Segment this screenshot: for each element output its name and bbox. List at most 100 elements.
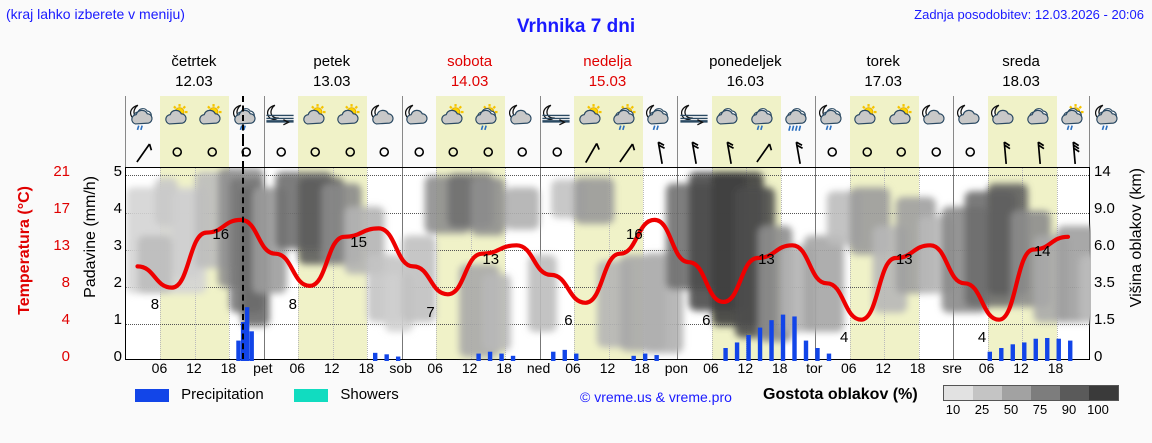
weather-icon-cell	[987, 98, 1021, 138]
x-tick-label: 06	[978, 360, 995, 376]
precipitation-bar	[746, 335, 751, 361]
copyright-link[interactable]: © vreme.us & vreme.pro	[580, 389, 732, 405]
wind-barb-icon	[1037, 141, 1045, 165]
day-separator	[953, 96, 955, 140]
weather-icon-cell	[470, 98, 504, 138]
day-name: četrtek	[171, 53, 217, 70]
x-tick-label: 06	[840, 360, 857, 376]
vertical-gridline	[574, 168, 576, 359]
x-tick-label: 12	[461, 360, 478, 376]
wind-calm-icon	[965, 147, 976, 157]
daylight-band	[298, 140, 368, 167]
precipitation-bar	[574, 353, 579, 361]
moon-cloud-drizzle-icon	[646, 104, 670, 131]
cloudheight-tick: 1.5	[1094, 311, 1115, 329]
day-name: sreda	[1002, 53, 1040, 70]
weather-icon-cell	[1056, 98, 1090, 138]
x-tick-label: 06	[703, 360, 719, 376]
precipitation-bar	[244, 307, 250, 361]
day-separator	[401, 140, 403, 167]
wind-calm-icon	[483, 147, 493, 157]
wind-calm-icon	[379, 147, 390, 157]
location-hint: (kraj lahko izberete v meniju)	[6, 6, 185, 22]
weather-icon-cell	[1021, 98, 1055, 138]
precipitation-bar	[487, 351, 493, 361]
weather-icon-cell	[298, 98, 332, 138]
x-tick-label: 18	[909, 360, 926, 376]
weather-icon-cell	[160, 98, 194, 138]
x-tick-label: 06	[289, 360, 306, 376]
cloudheight-axis-ticks: 14 9.0 6.0 3.5 1.5 0	[1094, 163, 1138, 366]
x-tick-label: 18	[358, 360, 375, 376]
cloud-density-tick: 75	[1032, 402, 1048, 417]
weather-icon-cell	[746, 98, 780, 138]
x-tick-label: ned	[526, 360, 551, 376]
temperature-label-max: 13	[758, 251, 775, 269]
sun-cloud-icon	[888, 104, 912, 125]
legend-item-showers: Showers	[294, 386, 399, 403]
precipitation-bar	[826, 353, 832, 361]
temperature-label-max: 13	[482, 251, 500, 269]
day-header-1: četrtek 12.03	[125, 52, 263, 92]
weather-icon-cell	[435, 98, 469, 138]
moon-fog-icon	[266, 104, 294, 126]
vertical-gridline	[436, 168, 438, 359]
cloud-density-tick: 50	[1003, 402, 1019, 417]
day-date: 17.03	[864, 73, 902, 90]
day-date: 12.03	[175, 73, 213, 90]
precipitation-swatch	[135, 388, 169, 402]
precipitation-bar	[562, 349, 567, 361]
precipitation-bar	[999, 348, 1004, 361]
cloudheight-tick: 0	[1094, 348, 1103, 366]
x-tick-label: sre	[942, 360, 962, 376]
cloud-density-step	[1060, 386, 1089, 400]
x-tick-label: 18	[220, 360, 237, 376]
wind-calm-icon	[896, 147, 907, 157]
x-tick-label: 12	[186, 360, 202, 376]
day-separator	[401, 96, 403, 140]
precipitation-bar	[792, 316, 797, 361]
cloud-density-tick: 10	[945, 402, 961, 417]
moon-cloud-drizzle-icon	[232, 104, 256, 131]
day-date: 18.03	[1002, 73, 1040, 90]
weather-icon-cell	[367, 98, 401, 138]
precipitation-bar	[780, 314, 786, 361]
wind-calm-icon	[517, 147, 528, 157]
day-header-6: torek 17.03	[814, 52, 952, 92]
x-tick-label: 18	[496, 360, 512, 376]
cloud-density-field	[126, 168, 1091, 358]
x-tick-label: 06	[151, 360, 168, 376]
weather-icon-cell	[263, 98, 297, 138]
temperature-tick: 8	[61, 274, 70, 292]
temperature-tick: 17	[53, 199, 70, 217]
temperature-curve	[135, 217, 1071, 322]
day-header-2: petek 13.03	[263, 52, 401, 92]
precipitation-bar	[551, 351, 556, 361]
cloud-overcast-icon	[716, 108, 738, 125]
cloudheight-tick: 3.5	[1094, 274, 1115, 292]
weather-icon-cell	[125, 98, 159, 138]
x-tick-label: 18	[634, 360, 650, 376]
x-tick-label: 12	[875, 360, 891, 376]
cloudheight-tick: 14	[1094, 162, 1111, 180]
moon-cloud-icon	[508, 104, 532, 125]
weather-icon-cell	[711, 98, 745, 138]
wind-barb-icon	[795, 141, 803, 164]
wind-calm-icon	[827, 147, 838, 157]
precipitation-bar	[1010, 344, 1015, 361]
wind-barb-row	[125, 140, 1090, 167]
moon-cloud-drizzle-icon	[129, 104, 153, 131]
precipitation-bar	[1068, 340, 1073, 361]
weather-icon-cell	[539, 98, 573, 138]
precipitation-bar	[499, 353, 504, 361]
sun-cloud-icon	[440, 104, 464, 125]
day-name: petek	[313, 53, 351, 70]
legend-item-precipitation: Precipitation	[135, 386, 264, 403]
temperature-label-min: 8	[150, 295, 160, 313]
weather-icon-cell	[849, 98, 883, 138]
temperature-axis-ticks: 21 17 13 8 4 0	[24, 163, 70, 366]
wind-barb-icon	[756, 143, 773, 163]
weather-icon-cell	[332, 98, 366, 138]
sun-cloud-icon	[578, 104, 602, 125]
moon-fog-icon	[542, 104, 570, 126]
